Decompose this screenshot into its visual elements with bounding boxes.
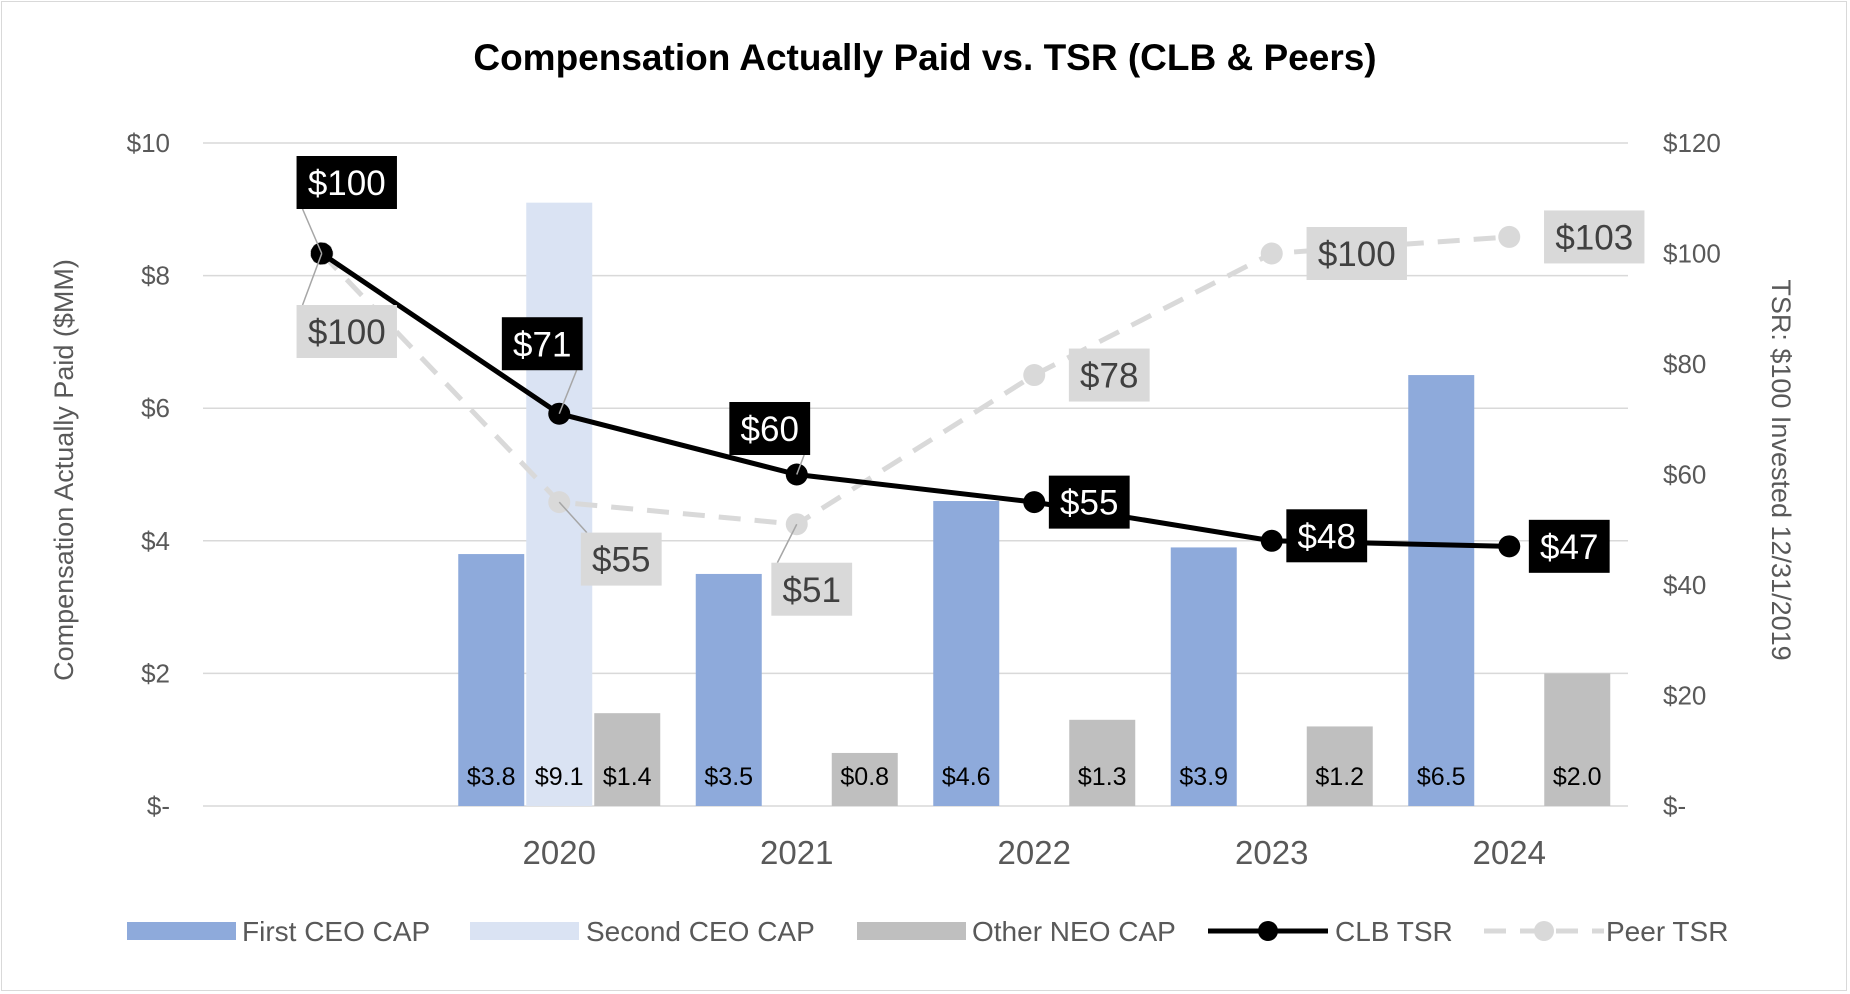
bars xyxy=(458,202,1611,807)
data-label-box xyxy=(296,156,397,209)
data-label-box xyxy=(729,402,811,455)
x-tick-label: 2020 xyxy=(523,834,596,871)
legend-label: Other NEO CAP xyxy=(972,916,1176,947)
legend-swatch xyxy=(857,922,966,940)
label-leader-line xyxy=(558,369,578,415)
y2-tick-label: $20 xyxy=(1663,681,1706,711)
x-tick-label: 2021 xyxy=(760,834,833,871)
tsr-value-label: $100 xyxy=(308,164,386,203)
x-tick-label: 2022 xyxy=(998,834,1071,871)
y2-tick-label: $100 xyxy=(1663,239,1721,269)
bar-first-ceo-cap xyxy=(933,501,1000,806)
tsr-value-label: $55 xyxy=(1060,484,1118,523)
bar-other-neo-cap xyxy=(1544,673,1611,806)
bar-first-ceo-cap xyxy=(1170,547,1237,806)
bar-first-ceo-cap xyxy=(458,554,525,806)
legend-marker xyxy=(1258,921,1278,941)
legend-swatch xyxy=(470,922,579,940)
data-label-box xyxy=(1286,509,1368,563)
bar-other-neo-cap xyxy=(1069,719,1136,806)
y2-axis-ticks: $- $20 $40 $60 $80 $100 $120 xyxy=(1663,128,1721,821)
tsr-value-label: $100 xyxy=(308,313,386,352)
marker-clb-tsr xyxy=(1260,529,1283,552)
data-label-box xyxy=(771,562,853,616)
tsr-value-label: $47 xyxy=(1540,528,1598,567)
bar-first-ceo-cap xyxy=(695,573,762,806)
marker-clb-tsr xyxy=(1498,535,1521,558)
data-label-box xyxy=(1306,227,1407,280)
legend: First CEO CAP Second CEO CAP Other NEO CAP… xyxy=(127,916,1728,947)
y2-tick-label: $80 xyxy=(1663,349,1706,379)
legend-label: First CEO CAP xyxy=(242,916,430,947)
data-label-box xyxy=(580,532,662,586)
bar-value-label: $3.5 xyxy=(704,763,753,791)
bar-value-label: $1.3 xyxy=(1078,763,1127,791)
bar-value-label: $4.6 xyxy=(942,763,991,791)
y2-tick-label: $40 xyxy=(1663,570,1706,600)
bar-other-neo-cap xyxy=(1306,726,1373,806)
bar-value-label: $2.0 xyxy=(1553,763,1602,791)
data-label-box xyxy=(501,317,583,371)
x-tick-label: 2023 xyxy=(1235,834,1308,871)
y2-axis-title: TSR: $100 Invested 12/31/2019 xyxy=(1766,279,1796,660)
bar-first-ceo-cap xyxy=(1408,375,1475,806)
legend-label: Peer TSR xyxy=(1606,916,1728,947)
y2-tick-label: $- xyxy=(1663,791,1686,821)
bar-value-label: $9.1 xyxy=(535,763,584,791)
bar-other-neo-cap xyxy=(594,713,661,806)
tsr-value-label: $48 xyxy=(1298,517,1356,556)
tsr-value-label: $51 xyxy=(783,571,841,610)
bar-value-label: $6.5 xyxy=(1417,763,1466,791)
bar-value-label: $1.4 xyxy=(603,763,652,791)
y-tick-label: $- xyxy=(147,791,170,821)
bar-value-label: $3.8 xyxy=(467,763,516,791)
y-tick-label: $10 xyxy=(127,128,170,158)
y-axis-ticks: $- $2 $4 $6 $8 $10 xyxy=(127,128,170,821)
bar-value-label: $3.9 xyxy=(1179,763,1228,791)
y-tick-label: $2 xyxy=(141,658,170,688)
y-tick-label: $6 xyxy=(141,393,170,423)
y2-tick-label: $120 xyxy=(1663,128,1721,158)
label-leader-line xyxy=(301,208,323,254)
tsr-data-labels: $100 $55 $51 $78 $100 $103 $100 $71 $60 $55 $48 $47 xyxy=(296,156,1645,616)
line-clb-tsr xyxy=(320,251,1510,549)
chart-title: Compensation Actually Paid vs. TSR (CLB … xyxy=(473,37,1376,78)
y-tick-label: $4 xyxy=(141,526,170,556)
legend-label: Second CEO CAP xyxy=(586,916,815,947)
data-label-box xyxy=(1528,519,1610,573)
y-axis-title: Compensation Actually Paid ($MM) xyxy=(49,259,79,681)
x-axis-ticks: 2020 2021 2022 2023 2024 xyxy=(523,834,1546,871)
tsr-value-label: $78 xyxy=(1080,357,1138,396)
bar-value-label: $0.8 xyxy=(840,763,889,791)
label-leader-line xyxy=(301,253,323,306)
data-label-box xyxy=(1544,210,1645,264)
label-leader-line xyxy=(796,454,805,475)
line-peer-tsr xyxy=(319,234,1510,527)
data-label-box xyxy=(1068,348,1150,402)
y2-tick-label: $60 xyxy=(1663,460,1706,490)
tsr-value-label: $55 xyxy=(592,541,650,580)
tsr-value-label: $60 xyxy=(741,410,799,449)
tsr-value-label: $100 xyxy=(1318,235,1396,274)
label-leader-line xyxy=(776,523,798,564)
bar-data-labels: $3.8 $3.5 $4.6 $3.9 $6.5 $9.1 $1.4 $0.8 $1.3 $1.2… xyxy=(467,763,1602,791)
legend-marker xyxy=(1534,921,1554,941)
label-leader-line xyxy=(558,501,588,534)
marker-peer-tsr xyxy=(1023,364,1046,387)
legend-swatch xyxy=(127,922,236,940)
marker-clb-tsr xyxy=(1023,491,1046,514)
legend-label: CLB TSR xyxy=(1335,916,1453,947)
tsr-value-label: $71 xyxy=(513,325,571,364)
x-tick-label: 2024 xyxy=(1473,834,1546,871)
bar-other-neo-cap xyxy=(831,752,898,806)
marker-peer-tsr xyxy=(1260,242,1283,265)
y-tick-label: $8 xyxy=(141,261,170,291)
data-label-box xyxy=(1048,475,1130,529)
data-label-box xyxy=(296,305,397,358)
tsr-value-label: $103 xyxy=(1555,219,1633,258)
marker-peer-tsr xyxy=(1498,225,1521,248)
bar-value-label: $1.2 xyxy=(1315,763,1364,791)
